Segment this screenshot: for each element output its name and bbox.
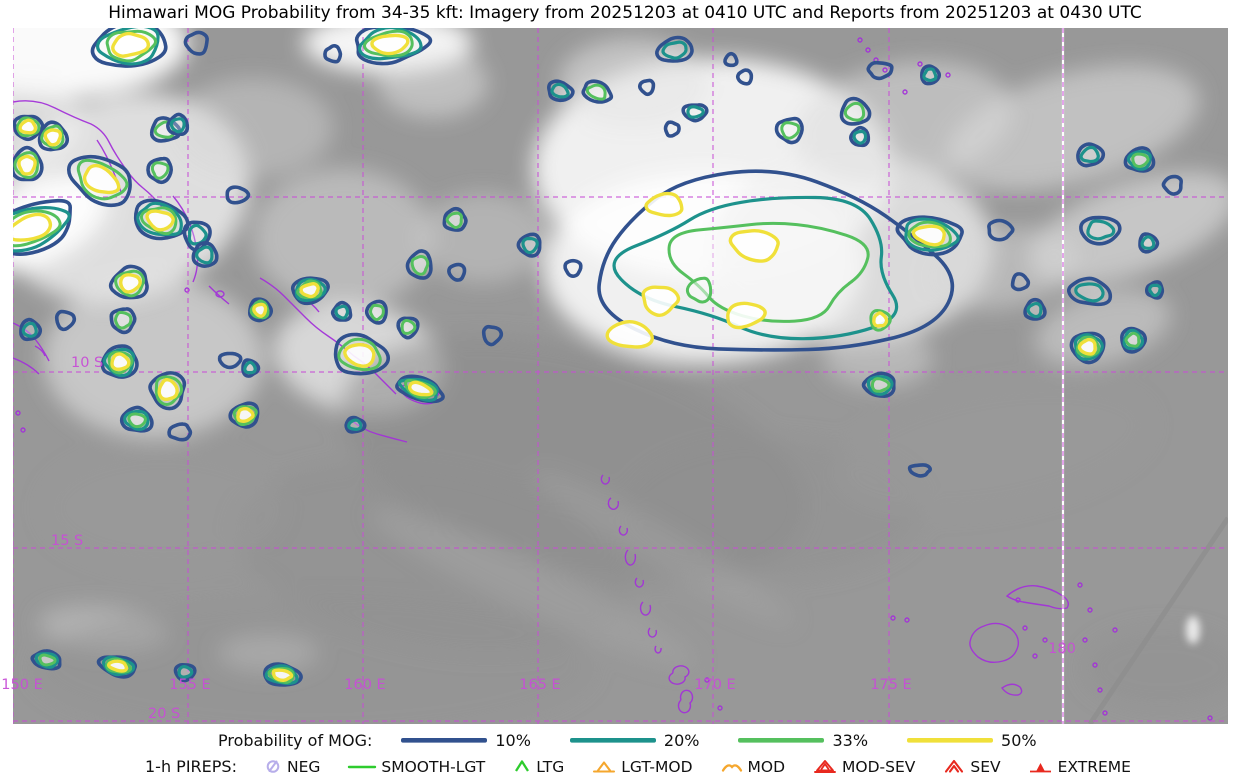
legend-item-label: 33% xyxy=(832,731,869,750)
horizontal-line-icon xyxy=(348,765,377,769)
svg-text:20 S: 20 S xyxy=(148,706,180,722)
probability-legend-row: Probability of MOG: 10% 20% 33% 50% xyxy=(218,731,1075,750)
probability-10-line-icon xyxy=(401,738,488,743)
date-line xyxy=(1061,28,1065,724)
legend-item-label: 20% xyxy=(663,731,700,750)
probability-contours-layer xyxy=(13,28,1183,687)
legend-item-50pct: 50% xyxy=(906,731,1037,750)
pireps-legend-row: 1-h PIREPS: NEG SMOOTH-LGT LTG xyxy=(145,757,1158,776)
legend-item-33pct: 33% xyxy=(737,731,868,750)
legend: Probability of MOG: 10% 20% 33% 50% 1-h … xyxy=(0,727,1250,782)
caret-icon xyxy=(515,760,530,772)
svg-text:160 E: 160 E xyxy=(344,677,385,693)
probability-33-line-icon xyxy=(738,738,825,743)
pireps-legend-label: 1-h PIREPS: xyxy=(145,757,237,776)
probability-legend-label: Probability of MOG: xyxy=(218,731,373,750)
svg-text:15 S: 15 S xyxy=(51,533,83,549)
probability-50-line-icon xyxy=(907,738,994,743)
legend-item-mod-sev: MOD-SEV xyxy=(812,758,915,776)
svg-text:180: 180 xyxy=(1048,641,1076,657)
svg-text:165 E: 165 E xyxy=(519,677,560,693)
satellite-map: 150 E 155 E 160 E 165 E 170 E 175 E 180 10 S 15 … xyxy=(0,28,1250,724)
graticule-labels: 150 E 155 E 160 E 165 E 170 E 175 E 180 10 S 15 … xyxy=(1,355,1076,722)
svg-text:10 S: 10 S xyxy=(71,355,103,371)
legend-item-label: 10% xyxy=(495,731,531,750)
map-root: 150 E 155 E 160 E 165 E 170 E 175 E 180 10 S 15 … xyxy=(1,28,1228,724)
legend-item-10pct: 10% xyxy=(400,731,531,750)
circle-slash-icon xyxy=(266,760,280,773)
open-triangle-underline-icon xyxy=(593,761,616,773)
legend-item-ltg: LTG xyxy=(512,758,564,776)
probability-20-line-icon xyxy=(569,738,656,743)
svg-text:170 E: 170 E xyxy=(694,677,735,693)
legend-item-neg: NEG xyxy=(263,758,320,776)
page-title: Himawari MOG Probability from 34-35 kft:… xyxy=(108,3,1142,23)
svg-text:155 E: 155 E xyxy=(169,677,210,693)
legend-item-mod: MOD xyxy=(720,758,785,776)
svg-text:175 E: 175 E xyxy=(870,677,911,693)
double-caret-icon xyxy=(945,759,964,773)
artifact-streak xyxy=(1087,516,1228,724)
satellite-map-canvas: 150 E 155 E 160 E 165 E 170 E 175 E 180 10 S 15 … xyxy=(1,28,1228,724)
legend-item-sev: SEV xyxy=(942,758,1001,776)
legend-item-label: 50% xyxy=(1001,731,1037,750)
legend-item-extreme: EXTREME xyxy=(1028,758,1131,776)
filled-triangle-base-icon xyxy=(1029,763,1051,773)
legend-item-lgt-mod: LGT-MOD xyxy=(591,758,693,776)
svg-text:150 E: 150 E xyxy=(1,677,42,693)
legend-item-20pct: 20% xyxy=(569,731,700,750)
caret-icon xyxy=(721,764,742,772)
legend-item-smooth-lgt: SMOOTH-LGT xyxy=(347,758,485,776)
triangle-caret-underline-icon xyxy=(814,760,836,773)
